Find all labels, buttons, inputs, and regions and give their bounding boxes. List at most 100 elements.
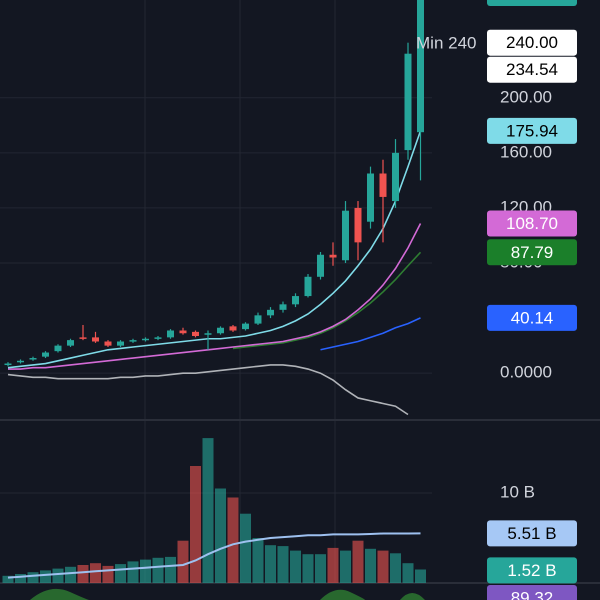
- candle-body: [329, 254, 337, 258]
- price-label-box: [487, 520, 577, 547]
- price-label-box: [487, 56, 577, 83]
- candle-body: [54, 345, 62, 352]
- candle-body: [92, 337, 99, 342]
- candle-body: [367, 173, 374, 222]
- volume-bar: [365, 548, 376, 583]
- volume-bar: [202, 438, 214, 583]
- indicator-area: [30, 588, 425, 600]
- candle-body: [129, 340, 137, 342]
- candle-body: [317, 254, 324, 277]
- price-label-box: [487, 117, 577, 144]
- volume-bar: [402, 563, 414, 583]
- volume-bar: [215, 488, 226, 583]
- ma-line: [320, 317, 421, 351]
- volume-bar: [290, 550, 301, 583]
- candle-body: [167, 330, 174, 338]
- candle-body: [67, 340, 74, 346]
- price-label: 89.32: [511, 588, 554, 600]
- volume-bar: [327, 547, 339, 583]
- volume-bar: [240, 513, 251, 583]
- candle-body: [79, 337, 87, 339]
- price-label: 87.79: [511, 243, 554, 262]
- volume-bar: [340, 550, 351, 583]
- candle-body: [417, 0, 424, 133]
- volume-bar: [252, 538, 264, 583]
- candle-body: [342, 210, 349, 261]
- volume-bar: [227, 497, 239, 583]
- candle-body: [379, 173, 387, 197]
- candle-body: [267, 309, 274, 316]
- ma-line: [7, 364, 409, 416]
- candle-body: [104, 341, 112, 346]
- price-label-box: [487, 585, 577, 600]
- volume-bar: [52, 568, 64, 583]
- volume-bar: [177, 540, 189, 583]
- price-label-box: [487, 210, 577, 237]
- candle-body: [142, 338, 149, 341]
- price-label-box: [487, 29, 577, 56]
- volume-bar: [65, 566, 76, 583]
- volume-bar: [190, 466, 201, 583]
- y-tick-label: 0.0000: [500, 363, 552, 382]
- price-label: 40.14: [511, 308, 554, 327]
- volume-bar: [377, 550, 389, 583]
- price-label-box: [487, 304, 577, 331]
- volume-bar: [27, 572, 39, 583]
- volume-bar: [140, 559, 151, 583]
- volume-bar: [165, 556, 176, 583]
- volume-bar: [102, 565, 114, 583]
- price-label-box: [487, 557, 577, 584]
- volume-bar: [15, 574, 26, 583]
- candle-body: [392, 152, 399, 202]
- price-label: 175.94: [506, 121, 558, 140]
- candle-body: [292, 296, 299, 305]
- price-label: 234.54: [506, 60, 558, 79]
- annotation: Min 240: [416, 33, 476, 52]
- ma-line: [7, 130, 422, 369]
- volume-bar: [40, 570, 51, 583]
- y-tick-label: 160.00: [500, 142, 552, 161]
- candle-body: [254, 315, 262, 324]
- volume-bar: [415, 569, 426, 583]
- candle-body: [17, 360, 24, 363]
- candle-body: [154, 337, 162, 339]
- candle-body: [279, 304, 287, 310]
- candle-body: [204, 333, 212, 335]
- volume-bar: [77, 565, 89, 583]
- volume-bar: [265, 545, 276, 583]
- candle-body: [217, 327, 224, 334]
- volume-bar: [302, 554, 314, 583]
- candle-body: [229, 326, 237, 331]
- cut-off-label: [487, 0, 577, 6]
- volume-bar: [90, 563, 101, 583]
- candle-body: [192, 331, 199, 336]
- volume-tick-label: 10 B: [500, 482, 535, 501]
- candle-body: [29, 358, 37, 360]
- volume-bar: [115, 564, 126, 583]
- candle-body: [354, 207, 362, 243]
- volume-bar: [2, 575, 14, 583]
- price-label: 108.70: [506, 214, 558, 233]
- y-tick-label: 200.00: [500, 87, 552, 106]
- ma-line: [232, 251, 422, 350]
- price-label: 5.51 B: [507, 524, 556, 543]
- candle-body: [4, 363, 12, 366]
- volume-ma-line: [7, 532, 421, 579]
- volume-bar: [127, 561, 139, 583]
- price-label: 240.00: [506, 33, 558, 52]
- ma-line: [8, 223, 422, 370]
- candle-body: [42, 352, 49, 357]
- price-label: 1.52 B: [507, 561, 556, 580]
- volume-bar: [152, 557, 164, 583]
- volume-bar: [315, 554, 326, 583]
- volume-bar: [390, 553, 401, 583]
- candle-body: [404, 53, 412, 151]
- volume-bar: [352, 540, 364, 583]
- candle-body: [304, 276, 312, 297]
- candle-body: [242, 323, 249, 330]
- volume-bar: [277, 546, 289, 583]
- candle-body: [117, 341, 124, 346]
